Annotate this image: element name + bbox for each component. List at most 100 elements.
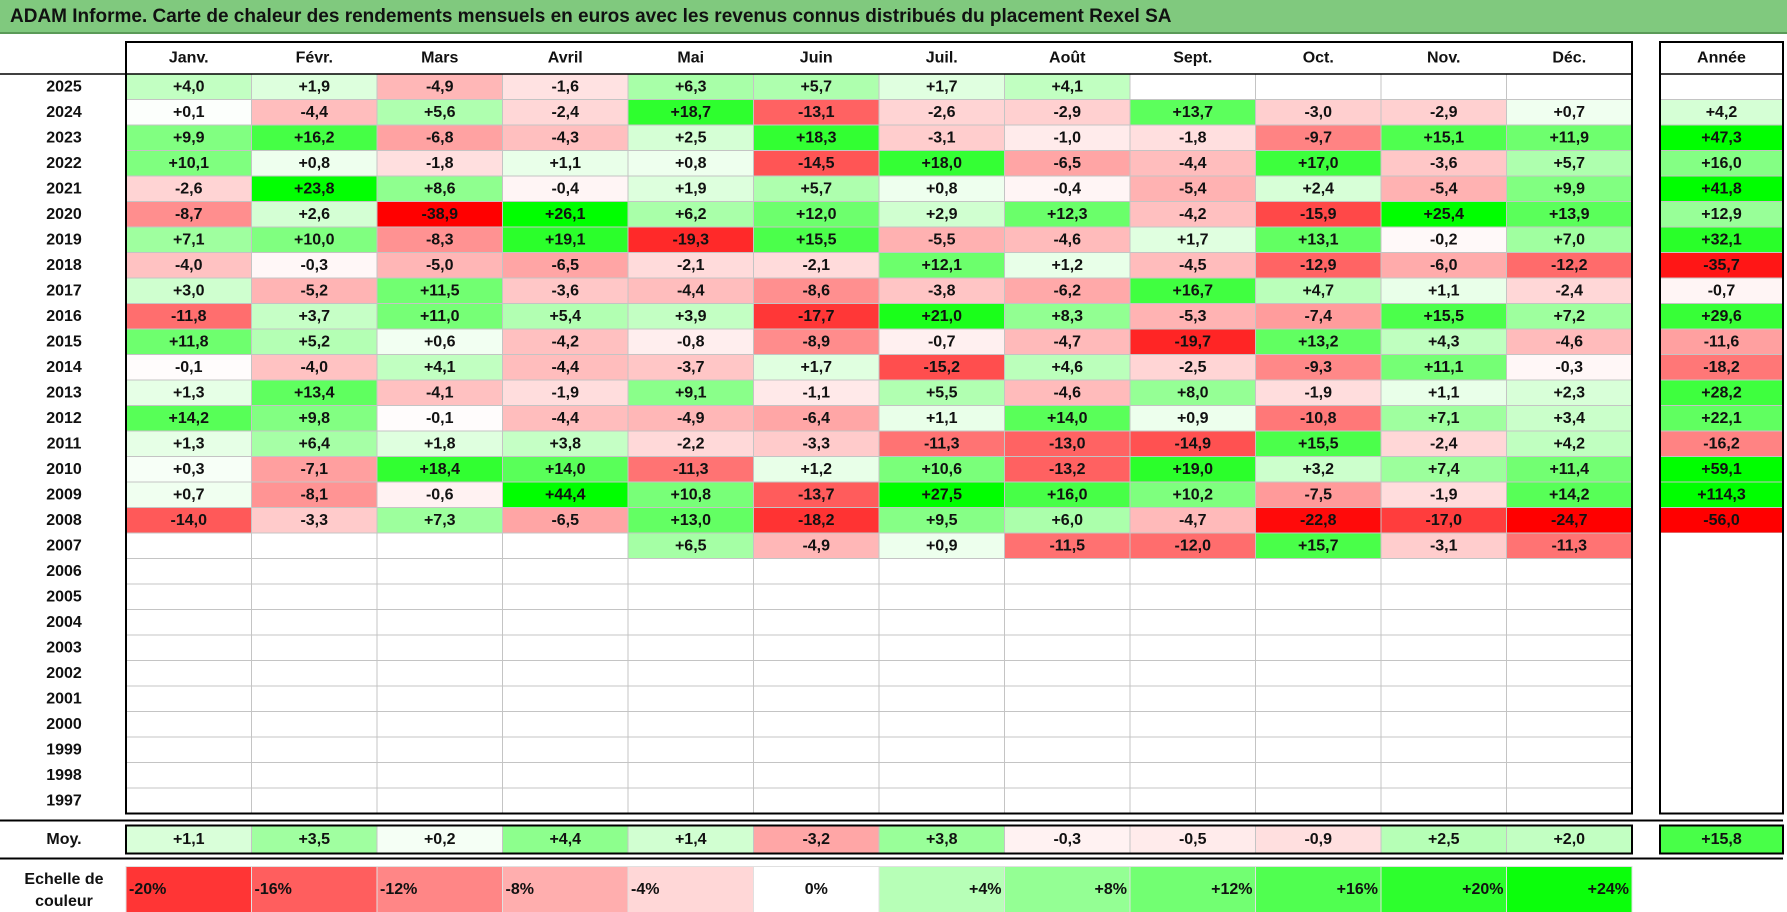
heat-cell [1004,583,1131,610]
cell-value: +14,2 [1549,486,1590,503]
heat-cell [251,252,378,279]
cell-value: -13,2 [1049,461,1086,478]
cell-value: +13,1 [1298,231,1339,248]
cell-value: -11,3 [673,461,709,478]
cell-value: -8,3 [426,231,454,248]
heat-cell [376,303,503,330]
heat-cell [878,711,1005,738]
heat-cell [1255,328,1382,355]
cell-value: +1,3 [173,435,205,452]
annual-value: -11,6 [1704,333,1740,350]
annual-cell [1659,150,1784,177]
cell-value: +7,0 [1553,231,1585,248]
heat-cell [502,762,629,789]
cell-value: +3,2 [1302,461,1334,478]
year-label-2013: 2013 [46,384,82,401]
cell-value: +15,5 [796,231,837,248]
month-header-5: Juin [800,50,833,67]
heat-cell [1129,583,1256,610]
annual-value: -18,2 [1703,359,1740,376]
heat-cell [376,354,503,381]
cell-value: -11,3 [1551,537,1587,554]
heat-cell [502,711,629,738]
cell-value: -4,5 [1179,257,1207,274]
heat-cell [753,762,880,789]
scale-swatch [125,866,252,912]
heat-cell [1380,507,1507,534]
heat-cell [878,481,1005,508]
cell-value: +11,8 [169,333,209,350]
heat-cell [125,685,252,712]
cell-value: -38,9 [422,206,459,223]
annual-cell [1660,788,1783,814]
heat-cell [376,507,503,534]
heat-cell [627,379,754,406]
heat-cell [1506,354,1633,381]
cell-value: -0,8 [677,333,705,350]
heat-cell [1129,124,1256,151]
cell-value: +10,1 [169,155,210,172]
heat-cell [1004,609,1131,636]
cell-value: +3,0 [173,282,205,299]
heat-cell [753,124,880,151]
month-header-4: Mai [677,50,704,67]
heat-cell [1129,303,1256,330]
cell-value: +8,3 [1051,308,1083,325]
scale-swatch [502,866,629,912]
heat-cell [251,711,378,738]
heat-cell [376,430,503,457]
heat-cell [1255,558,1382,585]
heat-cell [376,201,503,228]
cell-value: -6,8 [426,129,454,146]
heat-cell [878,634,1005,661]
heat-cell [627,660,754,687]
annual-cell [1659,481,1784,508]
cell-value: +11,5 [420,282,460,299]
cell-value: +2,5 [675,129,707,146]
cell-value: +18,0 [922,155,963,172]
grid-frame [125,41,1633,815]
cell-value: +19,1 [545,231,586,248]
heat-cell [502,252,629,279]
cell-value: +10,2 [1173,486,1214,503]
average-value: +3,8 [926,831,958,848]
heat-cell [753,609,880,636]
cell-value: -5,5 [928,231,956,248]
cell-value: +16,7 [1173,282,1214,299]
heat-cell [502,405,629,432]
cell-value: +2,9 [926,206,958,223]
cell-value: -1,8 [1179,129,1207,146]
average-annual-cell [1659,824,1784,855]
cell-value: -4,2 [551,333,579,350]
heat-cell [1129,201,1256,228]
heat-cell [1129,558,1256,585]
heat-cell [1506,456,1633,483]
year-label-2018: 2018 [46,257,82,274]
cell-value: -24,7 [1551,512,1588,529]
heat-cell [1129,532,1256,559]
heat-cell [376,277,503,304]
heat-cell [376,99,503,126]
heat-cell [502,430,629,457]
cell-value: +14,2 [169,410,210,427]
heat-cell [1255,73,1382,100]
average-value: +4,4 [549,831,581,848]
cell-value: -4,7 [1053,333,1081,350]
scale-label: -8% [506,881,534,898]
year-label-2024: 2024 [46,104,82,121]
heat-cell [376,558,503,585]
heat-cell [125,762,252,789]
heat-cell [125,405,252,432]
heat-cell [1380,150,1507,177]
cell-value: +6,3 [675,78,707,95]
heat-cell [1129,711,1256,738]
heat-cell [1506,711,1633,738]
heat-cell [753,201,880,228]
scale-label: +24% [1588,881,1629,898]
cell-value: -1,9 [551,384,579,401]
heat-cell [753,456,880,483]
cell-value: -18,2 [798,512,835,529]
cell-value: +15,5 [1298,435,1339,452]
year-label-2011: 2011 [47,435,82,452]
month-header-7: Août [1049,50,1086,67]
